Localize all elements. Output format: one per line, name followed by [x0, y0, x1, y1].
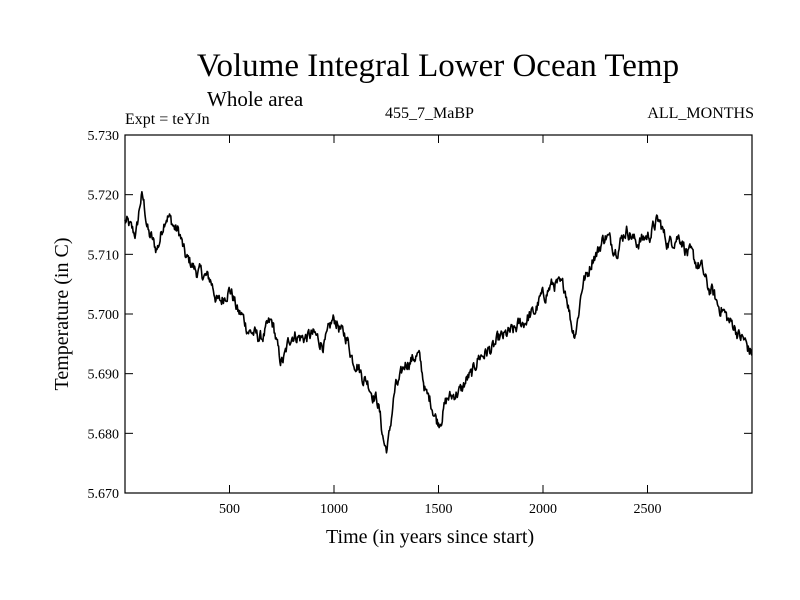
x-tick-label: 2500 [634, 502, 662, 517]
y-axis-ticks: 5.670 5.680 5.690 5.700 5.710 5.720 5.730 [88, 129, 752, 502]
y-tick-label: 5.730 [88, 129, 120, 144]
x-tick-label: 1500 [425, 502, 453, 517]
chart-subtitle: Whole area [207, 87, 304, 111]
months-label: ALL_MONTHS [647, 105, 754, 122]
run-label: 455_7_MaBP [385, 105, 474, 122]
x-tick-label: 1000 [320, 502, 348, 517]
y-tick-label: 5.710 [88, 248, 120, 263]
y-tick-label: 5.670 [88, 487, 120, 502]
y-tick-label: 5.700 [88, 308, 120, 323]
series-line-temperature [124, 191, 753, 454]
chart-title: Volume Integral Lower Ocean Temp [196, 48, 680, 84]
x-axis-label: Time (in years since start) [326, 526, 535, 548]
y-tick-label: 5.680 [88, 427, 120, 442]
plot-frame [124, 134, 753, 494]
x-axis-ticks: 500 1000 1500 2000 2500 [219, 135, 662, 517]
experiment-label: Expt = teYJn [125, 111, 210, 128]
y-tick-label: 5.690 [88, 368, 120, 383]
x-tick-label: 2000 [529, 502, 557, 517]
y-tick-label: 5.720 [88, 189, 120, 204]
x-tick-label: 500 [219, 502, 240, 517]
